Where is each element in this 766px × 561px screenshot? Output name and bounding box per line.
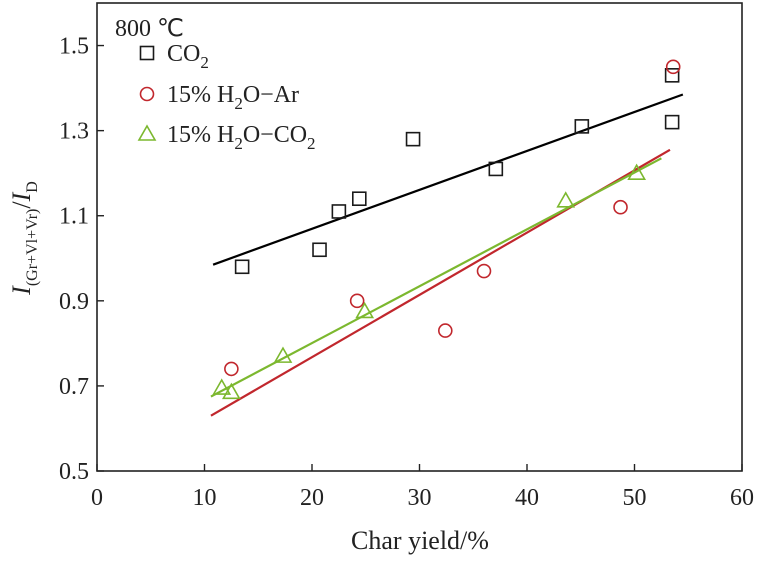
data-point-square (234, 259, 250, 275)
data-point-circle (349, 293, 365, 309)
y-axis-title: I(Gr+Vl+Vr)/ID (7, 181, 41, 296)
x-tick-label: 10 (193, 485, 217, 511)
fit-line-triangle (210, 157, 662, 398)
data-point-circle (437, 323, 453, 338)
data-point-square (664, 68, 680, 83)
data-point-triangle (212, 378, 232, 395)
x-tick-label: 20 (300, 485, 324, 511)
x-tick-label: 50 (623, 485, 647, 511)
data-markers (212, 59, 681, 400)
data-point-triangle (556, 191, 576, 208)
data-point-circle (613, 199, 628, 215)
data-point-circle (476, 263, 492, 279)
legend-label-circle: 15% H2O−Ar (167, 82, 299, 113)
data-point-triangle (273, 346, 293, 363)
x-tick-label: 60 (730, 485, 754, 511)
data-point-square (312, 242, 327, 258)
data-point-triangle (627, 163, 647, 180)
data-point-square (331, 204, 347, 219)
legend-label-square: CO2 (167, 41, 209, 72)
y-tick-label: 1.3 (59, 119, 89, 145)
x-tick-label: 40 (515, 485, 539, 511)
x-tick-label: 30 (408, 485, 432, 511)
legend-marker-triangle (137, 124, 157, 141)
y-tick-label: 1.1 (59, 204, 89, 230)
x-axis-title: Char yield/% (351, 526, 489, 555)
x-tick-label: 0 (91, 485, 103, 511)
fit-line-square (212, 93, 684, 266)
data-point-square (405, 131, 421, 147)
temperature-annotation: 800 ℃ (115, 16, 184, 42)
data-point-circle (224, 361, 239, 377)
data-point-square (488, 161, 504, 177)
trend-lines (210, 93, 684, 417)
data-point-square (664, 114, 680, 130)
legend-label-triangle: 15% H2O−CO2 (167, 122, 316, 153)
legend-marker-circle (139, 86, 155, 102)
axis-ticks: 0 10 20 30 40 50 60 0.5 0.7 0.9 1.1 1.3 1.5 (59, 34, 754, 511)
y-tick-label: 0.7 (59, 374, 89, 400)
y-tick-label: 1.5 (59, 34, 89, 60)
data-point-square (574, 119, 590, 134)
data-point-circle (665, 59, 681, 75)
y-tick-label: 0.5 (59, 459, 89, 485)
data-point-triangle (355, 301, 375, 319)
y-tick-label: 0.9 (59, 289, 89, 315)
plot-frame (96, 2, 743, 472)
legend-marker-square (139, 45, 155, 61)
data-point-triangle (221, 382, 241, 400)
data-point-square (351, 191, 367, 207)
legend: CO2 15% H2O−Ar 15% H2O−CO2 (137, 41, 316, 153)
